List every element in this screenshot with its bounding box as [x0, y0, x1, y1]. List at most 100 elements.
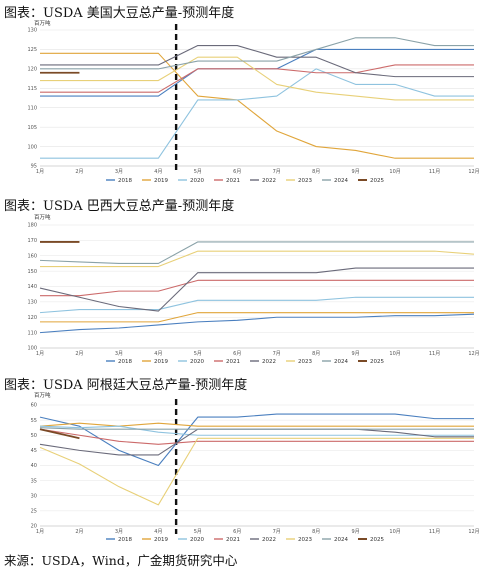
y-tick-label: 50	[31, 433, 37, 439]
series-line-2020	[39, 425, 474, 436]
y-axis-unit-label: 百万吨	[34, 213, 51, 221]
x-tick-label: 5月	[194, 351, 202, 357]
x-tick-label: 11月	[429, 529, 440, 535]
y-tick-label: 125	[27, 47, 37, 53]
x-tick-label: 10月	[389, 529, 400, 535]
x-tick-label: 7月	[273, 169, 281, 175]
legend-label-2022: 2022	[262, 537, 276, 543]
series-line-2025	[39, 428, 80, 440]
legend-label-2018: 2018	[118, 537, 132, 543]
legend-label-2025: 2025	[370, 537, 384, 543]
x-tick-label: 4月	[154, 351, 162, 357]
chart-title-us: 图表：USDA 美国大豆总产量-预测年度	[4, 6, 235, 21]
series-line-2024	[40, 37, 474, 70]
legend-label-2021: 2021	[226, 359, 240, 365]
legend-label-2019: 2019	[154, 359, 168, 365]
legend-label-2020: 2020	[190, 359, 204, 365]
x-tick-label: 6月	[233, 529, 241, 535]
x-tick-label: 12月	[468, 169, 479, 175]
y-axis-unit-label: 百万吨	[34, 20, 51, 27]
y-tick-label: 130	[27, 300, 37, 306]
series-line-2020	[40, 68, 474, 159]
x-tick-label: 5月	[194, 529, 202, 535]
y-tick-label: 105	[27, 125, 37, 131]
y-tick-label: 100	[27, 144, 37, 150]
series-line-2021	[39, 428, 474, 445]
series-line-2019	[40, 52, 474, 159]
y-tick-label: 45	[31, 448, 37, 454]
legend-label-2025: 2025	[370, 178, 384, 184]
y-tick-label: 110	[27, 330, 37, 336]
series-line-2023	[40, 250, 475, 268]
series-line-2024	[39, 241, 474, 264]
legend-label-2024: 2024	[334, 537, 348, 543]
x-tick-label: 8月	[312, 169, 320, 175]
x-tick-label: 9月	[352, 529, 360, 535]
chart-title-argentina: 图表：USDA 阿根廷大豆总产量-预测年度	[4, 378, 248, 393]
source-note: 来源：USDA，Wind，广金期货研究中心	[4, 553, 238, 568]
legend-label-2018: 2018	[118, 178, 132, 184]
x-tick-label: 12月	[468, 529, 479, 535]
legend-label-2019: 2019	[154, 537, 168, 543]
y-tick-label: 35	[31, 478, 37, 484]
y-tick-label: 140	[27, 284, 37, 290]
series-line-2021	[40, 279, 474, 297]
x-tick-label: 7月	[273, 529, 281, 535]
y-tick-label: 180	[27, 223, 37, 229]
x-tick-label: 2月	[75, 529, 83, 535]
y-tick-label: 160	[27, 253, 37, 259]
series-line-2024	[39, 427, 474, 430]
y-tick-label: 110	[27, 105, 37, 111]
y-tick-label: 25	[31, 509, 37, 515]
series-line-2020	[39, 296, 474, 314]
y-tick-label: 120	[27, 67, 37, 73]
y-tick-label: 170	[27, 238, 37, 244]
x-tick-label: 7月	[273, 351, 281, 357]
legend-label-2020: 2020	[190, 178, 204, 184]
series-line-2018	[39, 413, 474, 467]
x-tick-label: 3月	[115, 351, 123, 357]
y-tick-label: 150	[27, 269, 37, 275]
x-tick-label: 8月	[312, 529, 320, 535]
x-tick-label: 6月	[233, 351, 241, 357]
series-line-2023	[39, 437, 474, 506]
y-tick-label: 30	[31, 493, 37, 499]
legend-label-2020: 2020	[190, 537, 204, 543]
legend-label-2024: 2024	[334, 359, 348, 365]
y-tick-label: 130	[27, 28, 37, 34]
series-line-2019	[40, 312, 474, 323]
x-tick-label: 1月	[36, 351, 44, 357]
chart-title-brazil: 图表：USDA 巴西大豆总产量-预测年度	[4, 199, 235, 214]
legend-label-2024: 2024	[334, 178, 348, 184]
y-tick-label: 100	[27, 346, 37, 352]
x-tick-label: 12月	[468, 351, 479, 357]
us-soybean-production-chart: 百万吨 95 100 105 110 115 120 125 130 1月 2月 3月 4月 5月 6月 7月…	[27, 20, 479, 184]
x-tick-label: 11月	[429, 169, 440, 175]
x-tick-label: 2月	[75, 169, 83, 175]
y-tick-label: 120	[27, 315, 37, 321]
y-tick-label: 115	[27, 86, 37, 92]
series-line-2023	[40, 56, 474, 101]
series-line-2022	[40, 44, 474, 78]
legend-label-2023: 2023	[298, 178, 312, 184]
x-tick-label: 5月	[194, 169, 202, 175]
x-tick-label: 8月	[312, 351, 320, 357]
series-line-2022	[39, 267, 474, 312]
legend-label-2021: 2021	[226, 537, 240, 543]
y-tick-label: 20	[31, 524, 37, 530]
x-tick-label: 4月	[154, 169, 162, 175]
x-tick-label: 1月	[36, 169, 44, 175]
legend-label-2022: 2022	[262, 359, 276, 365]
x-tick-label: 6月	[233, 169, 241, 175]
series-line-2018	[40, 48, 474, 97]
series-line-2018	[39, 313, 475, 334]
y-tick-label: 40	[31, 463, 37, 469]
legend-label-2019: 2019	[154, 178, 168, 184]
y-tick-label: 55	[31, 418, 37, 424]
brazil-soybean-production-chart: 百万吨 100 110 120 130 140 150 160 170 180 1月 2月 3月 4月 5月…	[27, 213, 479, 365]
legend-label-2018: 2018	[118, 359, 132, 365]
x-tick-label: 1月	[36, 529, 44, 535]
series-line-2019	[39, 422, 474, 427]
y-axis-unit-label: 百万吨	[34, 392, 51, 399]
x-tick-label: 9月	[352, 351, 360, 357]
